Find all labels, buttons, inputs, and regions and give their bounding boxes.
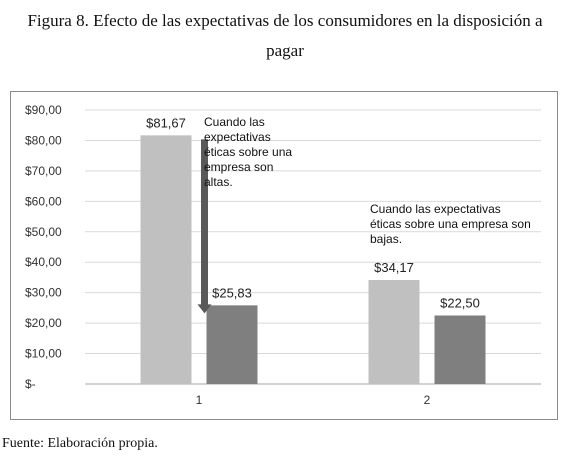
y-tick-label: $10,00: [25, 347, 62, 361]
bar: [368, 279, 420, 384]
y-tick-label: $40,00: [25, 255, 62, 269]
annotation-text: expectativas: [204, 130, 271, 144]
arrow-down: [197, 139, 212, 314]
x-tick-label: 2: [424, 393, 431, 407]
y-tick-label: $-: [25, 377, 36, 391]
data-label: $34,17: [374, 260, 414, 275]
y-tick-label: $90,00: [25, 103, 62, 117]
annotation-text: bajas.: [370, 232, 402, 246]
x-tick-label: 1: [196, 393, 203, 407]
figure-source: Fuente: Elaboración propia.: [2, 436, 158, 451]
figure-title: Figura 8. Efecto de las expectativas de …: [0, 6, 570, 66]
bar: [206, 305, 258, 384]
y-tick-label: $50,00: [25, 225, 62, 239]
figure-title-line-1: Figura 8. Efecto de las expectativas de …: [27, 11, 543, 30]
annotation-text: éticas sobre una: [204, 145, 292, 159]
annotation-text: Cuando las expectativas: [370, 202, 501, 216]
bar: [140, 135, 192, 384]
y-tick-label: $60,00: [25, 194, 62, 208]
annotation-text: empresa son: [204, 160, 273, 174]
annotation-text: Cuando las: [204, 115, 265, 129]
figure-title-line-2: pagar: [266, 41, 304, 60]
data-label: $22,50: [440, 296, 480, 311]
annotation-text: altas.: [204, 175, 233, 189]
bar-chart: $- $10,00 $20,00 $30,00 $40,00 $50,00 $60,00 $7…: [25, 103, 541, 407]
y-tick-label: $70,00: [25, 164, 62, 178]
chart-area: $- $10,00 $20,00 $30,00 $40,00 $50,00 $60,00 $7…: [10, 91, 558, 420]
data-label: $81,67: [146, 115, 186, 130]
annotation-text: éticas sobre una empresa son: [370, 217, 531, 231]
y-tick-label: $80,00: [25, 133, 62, 147]
y-tick-label: $20,00: [25, 316, 62, 330]
y-tick-label: $30,00: [25, 286, 62, 300]
data-label: $25,83: [212, 285, 252, 300]
bar: [434, 315, 486, 384]
